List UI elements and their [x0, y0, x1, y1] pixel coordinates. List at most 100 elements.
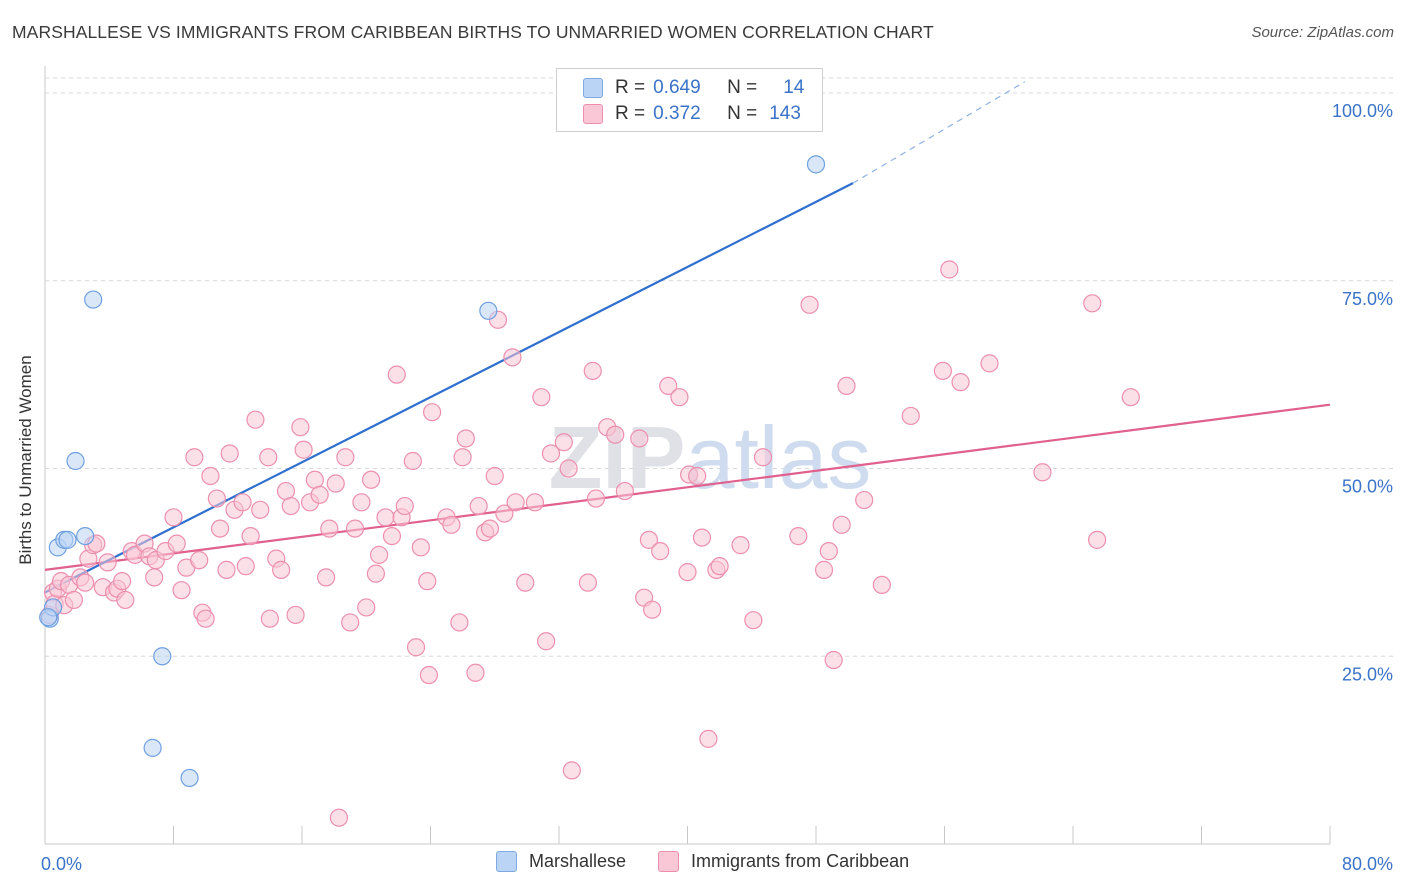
caribbean-point [506, 493, 525, 512]
caribbean-point [554, 433, 573, 452]
caribbean-point [516, 573, 535, 592]
caribbean-point [210, 519, 230, 538]
caribbean-point [352, 493, 371, 512]
caribbean-point [345, 519, 365, 538]
caribbean-point [630, 429, 649, 448]
caribbean-point [370, 545, 389, 564]
caribbean-point [276, 481, 296, 501]
caribbean-point [201, 466, 220, 486]
caribbean-point [167, 534, 186, 553]
caribbean-point [305, 470, 324, 489]
marshallese-point [479, 301, 498, 320]
correlation-legend: R = 0.649 N = 14 R = 0.372 N = 143 [556, 68, 823, 132]
caribbean-point [659, 376, 678, 396]
source-label: Source: ZipAtlas.com [1251, 24, 1394, 41]
y-axis-label: Births to Unmarried Women [16, 355, 35, 565]
caribbean-point [615, 481, 634, 501]
caribbean-point [692, 528, 712, 547]
legend-swatch [496, 851, 517, 872]
r-label: R = [615, 103, 646, 124]
legend-swatch [583, 78, 603, 98]
caribbean-point [382, 526, 402, 546]
legend-label: Immigrants from Caribbean [691, 851, 910, 871]
caribbean-point [281, 496, 300, 516]
trend-lines [44, 81, 1331, 594]
caribbean-point [495, 504, 514, 523]
x-tick-label: 0.0% [41, 854, 82, 874]
caribbean-point [901, 406, 920, 426]
caribbean-point [832, 515, 851, 534]
legend-label: Marshallese [529, 851, 627, 871]
marshallese-point [806, 155, 826, 174]
caribbean-point [670, 388, 689, 407]
marshallese-point [180, 768, 199, 788]
caribbean-point [753, 448, 773, 467]
caribbean-point [450, 613, 469, 632]
caribbean-point [395, 496, 414, 516]
marshallese-trend-line [44, 182, 854, 594]
caribbean-point [855, 490, 874, 510]
x-tick-label: 80.0% [1342, 854, 1393, 874]
caribbean-point [423, 403, 442, 422]
caribbean-point [272, 560, 291, 579]
caribbean-point [361, 470, 381, 489]
caribbean-point [1087, 530, 1107, 549]
caribbean-point [744, 611, 763, 630]
legend-item-marshallese: Marshallese [496, 851, 626, 872]
marshallese-point [66, 451, 85, 471]
axes [44, 66, 1331, 845]
caribbean-point [406, 638, 426, 657]
caribbean-point [688, 466, 707, 486]
caribbean-point [453, 448, 472, 467]
caribbean-point [583, 361, 602, 380]
caribbean-point [1033, 463, 1052, 482]
n-value: 14 [783, 77, 805, 98]
caribbean-point [980, 354, 999, 373]
caribbean-point [419, 665, 438, 685]
caribbean-point [259, 448, 278, 467]
r-label: R = [615, 77, 646, 98]
caribbean-point [710, 557, 729, 576]
caribbean-point [466, 663, 485, 682]
caribbean-point [164, 508, 183, 527]
y-tick-label: 25.0% [1342, 664, 1393, 684]
caribbean-point [1121, 388, 1140, 407]
caribbean-point [532, 388, 551, 407]
caribbean-point [236, 557, 255, 576]
caribbean-point [485, 466, 504, 486]
caribbean-point [837, 376, 856, 396]
caribbean-point [651, 542, 670, 561]
caribbean-trend-line [44, 403, 1331, 571]
marshallese-point [84, 290, 103, 309]
caribbean-point [643, 600, 662, 619]
caribbean-point [814, 560, 834, 579]
caribbean-point [310, 485, 329, 504]
caribbean-point [503, 348, 522, 367]
caribbean-point [480, 519, 500, 538]
chart-title: MARSHALLESE VS IMMIGRANTS FROM CARIBBEAN… [12, 22, 934, 42]
caribbean-point [196, 609, 215, 628]
caribbean-point [64, 590, 84, 610]
caribbean-point [951, 373, 970, 392]
caribbean-point [357, 598, 376, 617]
marshallese-point [76, 526, 95, 546]
caribbean-point [291, 418, 310, 437]
caribbean-point [525, 493, 545, 512]
n-label: N = [727, 77, 758, 98]
data-points [39, 155, 1140, 827]
caribbean-point [537, 632, 556, 651]
caribbean-point [872, 575, 891, 595]
caribbean-point [731, 536, 750, 555]
n-value: 143 [769, 103, 801, 124]
caribbean-point [699, 729, 718, 748]
legend-swatch [583, 104, 603, 124]
caribbean-point [578, 573, 598, 592]
legend-swatch [658, 851, 680, 872]
caribbean-point [326, 474, 345, 493]
caribbean-point [469, 496, 488, 516]
tick-labels: 25.0% 50.0% 75.0% 100.0% 0.0% 80.0% [41, 101, 1393, 874]
caribbean-point [562, 761, 581, 780]
caribbean-point [819, 542, 838, 561]
caribbean-point [246, 410, 265, 429]
